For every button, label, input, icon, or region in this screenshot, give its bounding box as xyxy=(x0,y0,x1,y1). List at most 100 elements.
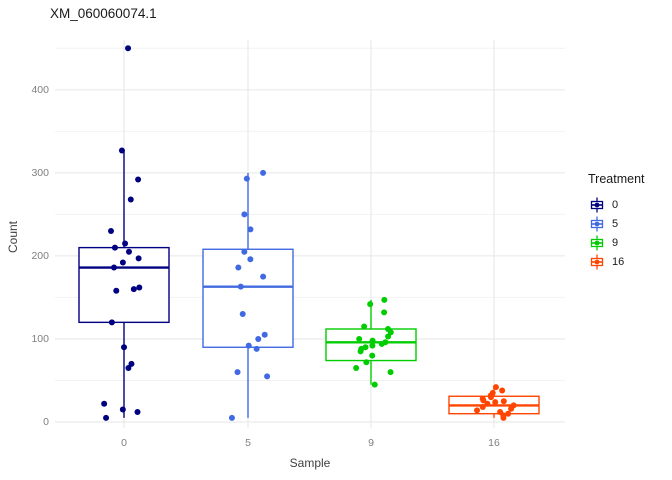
legend-key-icon xyxy=(590,216,604,231)
jitter-point xyxy=(378,340,385,347)
legend-item-16: 16 xyxy=(588,252,645,271)
jitter-point xyxy=(367,301,374,308)
jitter-point xyxy=(113,287,120,294)
jitter-point xyxy=(101,400,108,407)
boxplot-group-0 xyxy=(78,150,170,418)
jitter-point xyxy=(369,337,376,344)
jitter-points-0 xyxy=(101,45,143,421)
jitter-point xyxy=(492,384,499,391)
jitter-point xyxy=(107,228,114,234)
legend-label: 0 xyxy=(612,198,619,211)
jitter-point xyxy=(121,344,128,351)
jitter-point xyxy=(228,414,235,421)
jitter-point xyxy=(260,169,267,176)
jitter-point xyxy=(261,331,268,338)
jitter-point xyxy=(135,255,142,262)
jitter-point xyxy=(479,404,486,411)
legend-items: 0 5 9 16 xyxy=(588,195,645,271)
jitter-point xyxy=(480,397,487,404)
legend-key-icon xyxy=(590,235,604,250)
chart-title: XM_060060074.1 xyxy=(50,6,157,21)
jitter-point xyxy=(381,309,388,316)
jitter-point xyxy=(111,244,118,251)
jitter-point xyxy=(255,335,262,342)
jitter-point xyxy=(492,399,499,406)
jitter-point xyxy=(353,365,360,372)
jitter-point xyxy=(499,387,506,394)
x-axis-title: Sample xyxy=(289,456,331,470)
jitter-point xyxy=(128,360,135,367)
jitter-point xyxy=(135,176,142,183)
jitter-point xyxy=(260,273,267,280)
y-tick-label: 400 xyxy=(31,83,49,96)
jitter-point xyxy=(118,147,125,154)
x-tick-label: 5 xyxy=(245,437,251,449)
jitter-point xyxy=(361,323,368,330)
jitter-point xyxy=(253,345,260,352)
jitter-point xyxy=(122,240,129,247)
jitter-point xyxy=(125,45,132,52)
boxplot-group-16 xyxy=(448,387,540,418)
y-tick-label: 200 xyxy=(31,249,49,262)
jitter-point xyxy=(371,381,378,388)
jitter-point xyxy=(264,373,271,380)
y-tick-label: 0 xyxy=(43,416,49,428)
jitter-point xyxy=(103,414,110,421)
boxplot-group-5 xyxy=(202,172,294,418)
legend-item-9: 9 xyxy=(588,233,645,252)
jitter-point xyxy=(363,359,370,366)
box xyxy=(202,248,294,348)
jitter-point xyxy=(136,284,143,291)
jitter-point xyxy=(243,175,250,182)
jitter-point xyxy=(356,335,363,342)
jitter-point xyxy=(119,259,126,266)
jitter-point xyxy=(119,406,126,413)
x-tick-label: 9 xyxy=(368,437,374,449)
jitter-point xyxy=(241,248,248,255)
box xyxy=(78,246,170,324)
jitter-point xyxy=(508,405,515,412)
jitter-point xyxy=(239,311,246,318)
jitter-point xyxy=(110,264,117,271)
jitter-points-9 xyxy=(353,296,394,388)
gridlines xyxy=(55,40,565,428)
jitter-points-16 xyxy=(474,384,517,421)
legend: Treatment 0 5 9 16 xyxy=(588,172,645,271)
jitter-point xyxy=(500,398,507,405)
x-tick-label: 0 xyxy=(121,437,127,449)
jitter-point xyxy=(387,369,394,376)
jitter-point xyxy=(357,348,364,355)
legend-item-5: 5 xyxy=(588,214,645,233)
jitter-point xyxy=(235,264,242,271)
legend-key-icon xyxy=(590,197,604,212)
jitter-point xyxy=(127,196,134,203)
jitter-point xyxy=(234,369,241,376)
jitter-point xyxy=(500,414,507,421)
jitter-point xyxy=(474,407,481,414)
jitter-points-5 xyxy=(228,169,271,421)
jitter-point xyxy=(487,394,494,401)
jitter-point xyxy=(237,283,244,290)
legend-title: Treatment xyxy=(588,172,645,186)
jitter-point xyxy=(245,342,252,349)
jitter-point xyxy=(385,333,392,340)
jitter-point xyxy=(247,226,254,233)
jitter-point xyxy=(484,400,491,407)
jitter-point xyxy=(108,319,115,326)
jitter-point xyxy=(247,256,254,263)
y-tick-label: 300 xyxy=(31,166,49,179)
legend-label: 5 xyxy=(612,217,619,230)
legend-item-0: 0 xyxy=(588,195,645,214)
jitter-point xyxy=(241,211,248,218)
jitter-point xyxy=(125,248,132,255)
jitter-point xyxy=(134,409,141,416)
legend-key-icon xyxy=(590,254,604,269)
jitter-point xyxy=(125,365,132,372)
jitter-point xyxy=(505,410,512,417)
jitter-point xyxy=(369,352,376,359)
legend-label: 16 xyxy=(612,255,625,268)
y-tick-label: 100 xyxy=(31,332,49,345)
legend-label: 9 xyxy=(612,236,619,249)
